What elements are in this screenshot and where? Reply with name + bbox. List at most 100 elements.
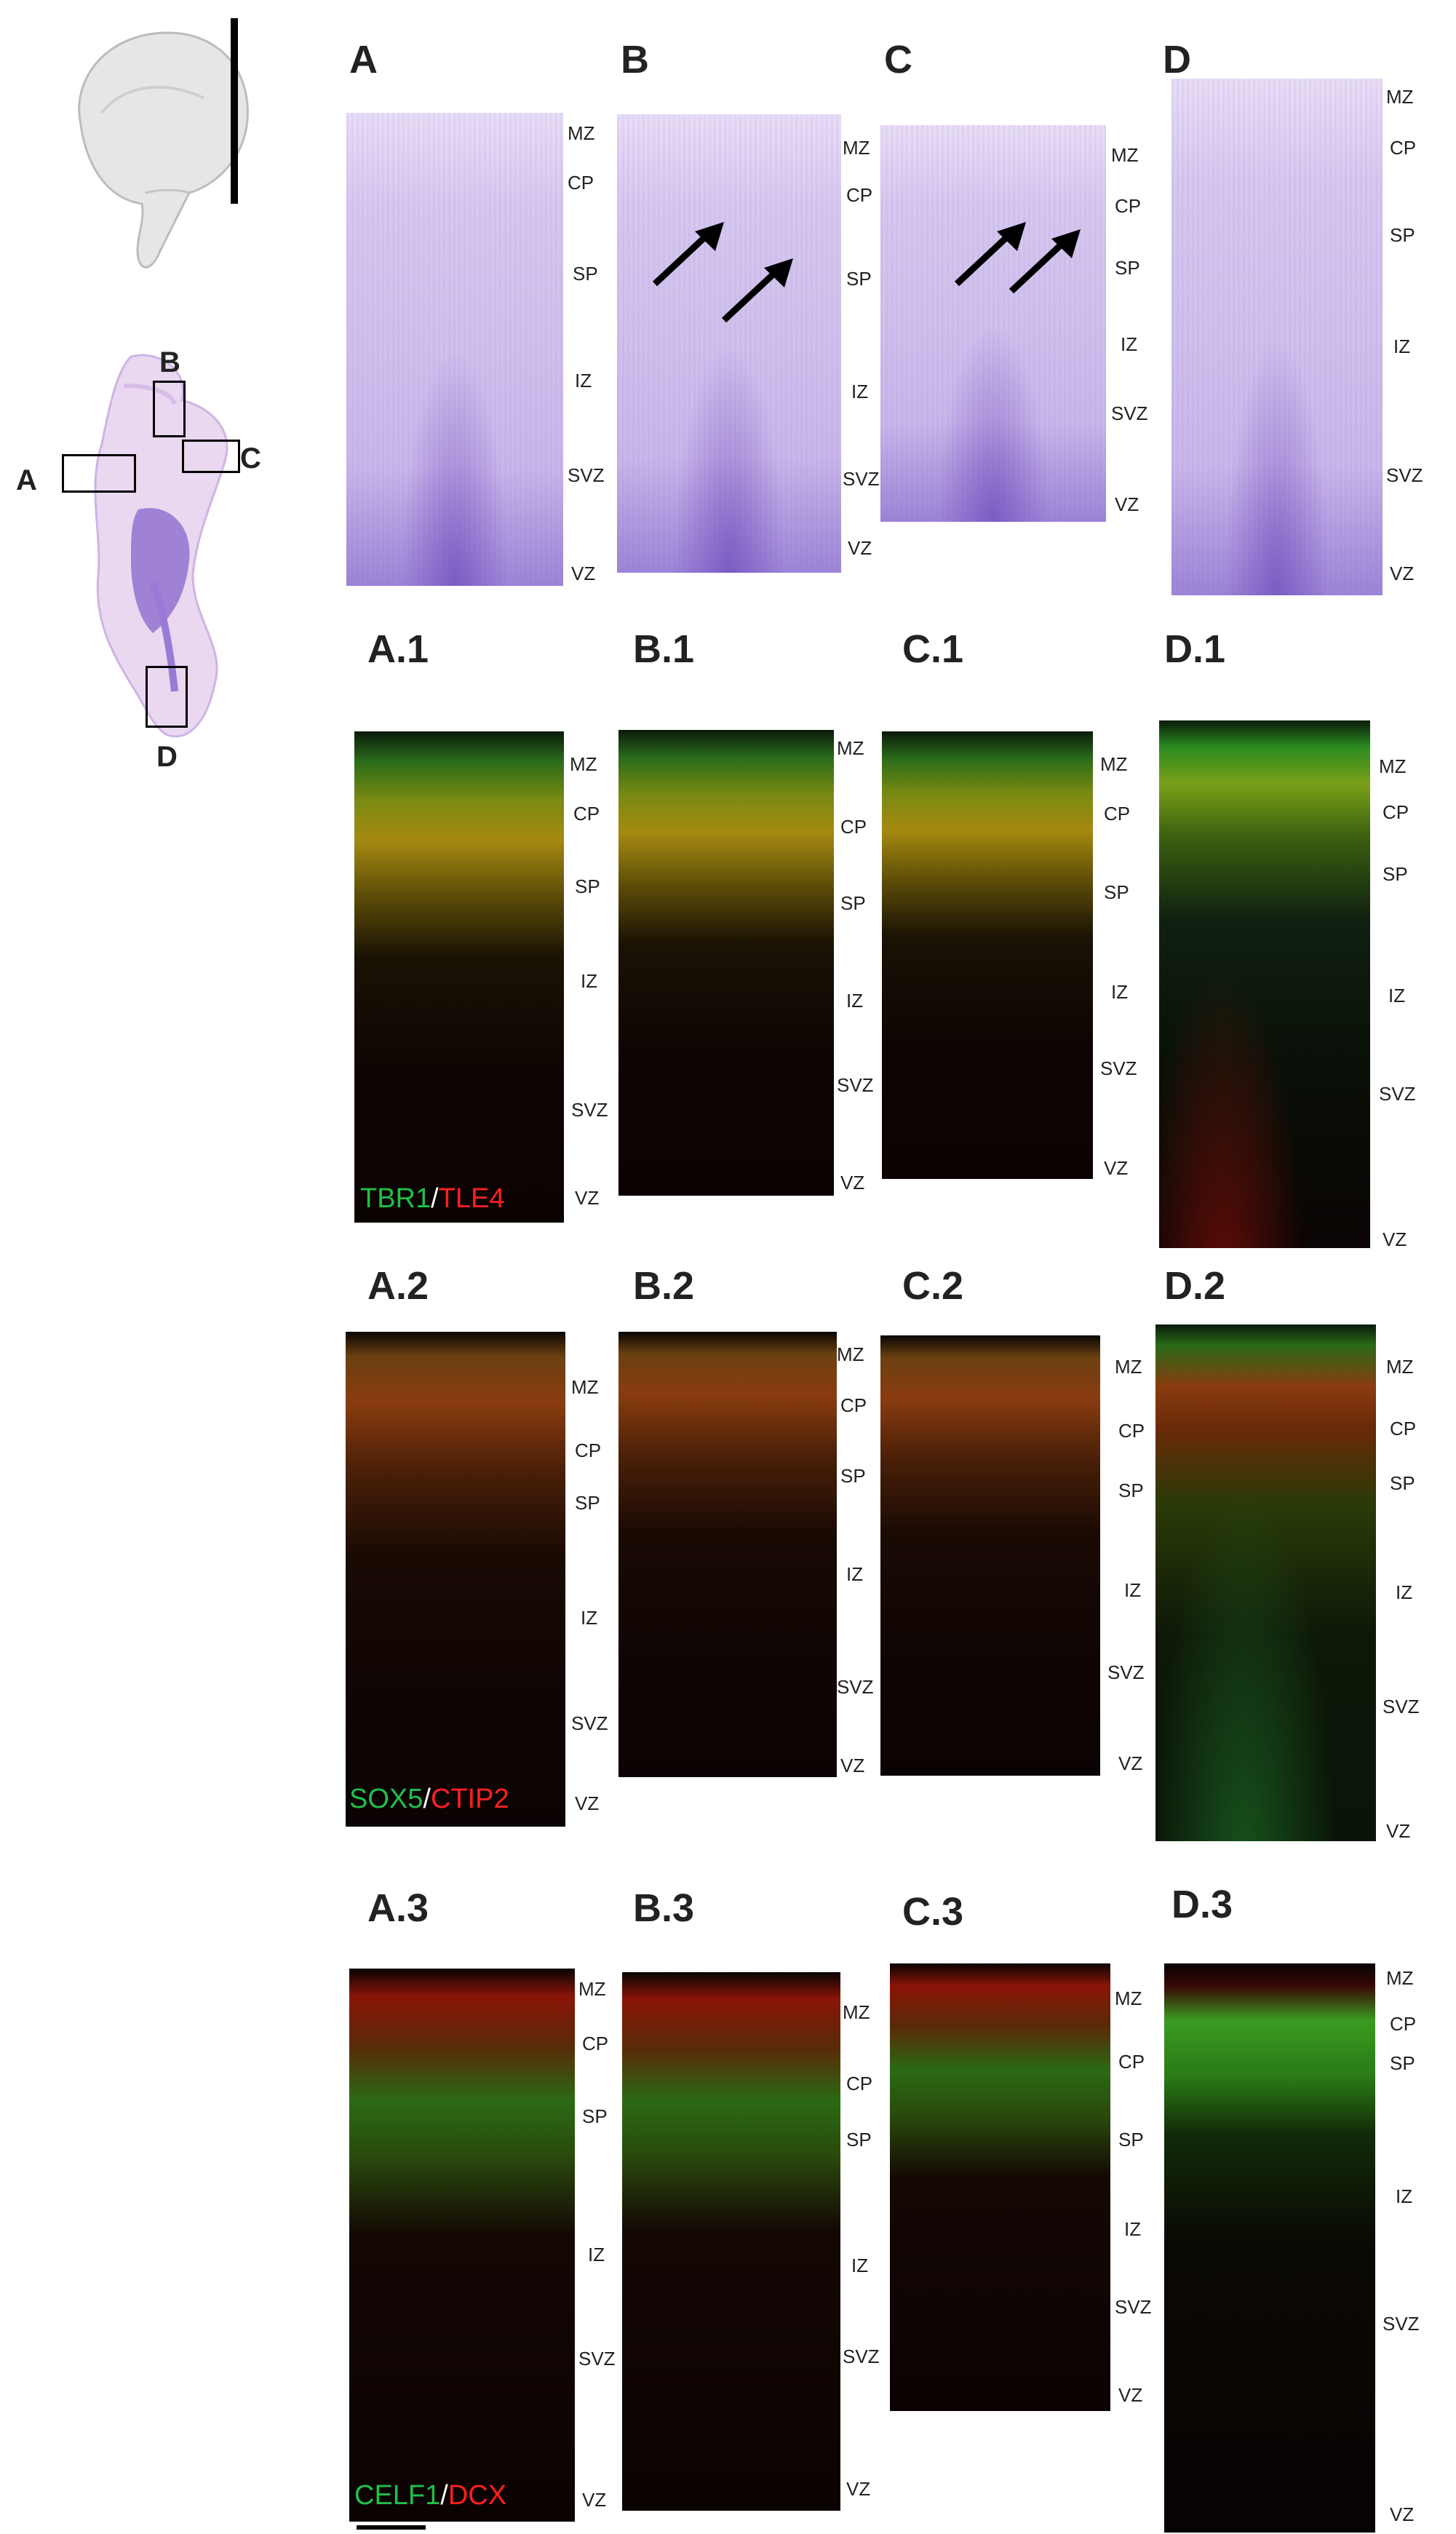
panel-label-a: A [349,38,378,82]
zone-label-cp: CP [568,172,594,194]
zone-label-mz: MZ [1115,1987,1142,2009]
zone-label-vz: VZ [1118,2384,1143,2406]
zone-label-mz: MZ [837,737,864,759]
zone-label-svz: SVZ [578,2348,616,2370]
zone-label-svz: SVZ [571,1099,608,1121]
panel-label-c: C [884,38,912,82]
zone-label-iz: IZ [581,1607,598,1629]
zone-label-iz: IZ [1396,2185,1413,2207]
zone-label-sp: SP [1383,863,1408,885]
zone-label-cp: CP [573,803,600,825]
panel-label-b2: B.2 [633,1264,695,1308]
zone-label-sp: SP [846,2129,872,2150]
zone-label-cp: CP [582,2033,609,2054]
zone-label-mz: MZ [843,2001,870,2023]
zone-label-vz: VZ [1383,1228,1407,1250]
zone-label-sp: SP [840,892,866,914]
zone-label-mz: MZ [571,1376,599,1398]
fluorescence-image-c3 [890,1963,1110,2411]
zone-label-mz: MZ [1100,753,1128,775]
marker-separator: / [431,1183,439,1214]
fluorescence-image-d1 [1159,720,1370,1248]
zone-label-vz: VZ [1386,1820,1411,1842]
zone-label-vz: VZ [840,1172,865,1193]
zone-label-sp: SP [575,1492,600,1514]
zone-label-mz: MZ [1386,1356,1414,1378]
zone-label-vz: VZ [840,1755,865,1776]
nissl-image-a [346,113,563,586]
roi-box-d [146,666,188,728]
zone-label-vz: VZ [1390,563,1415,584]
zone-label-iz: IZ [851,381,869,402]
roi-label-c: C [240,442,261,474]
fluorescence-image-b3 [622,1972,840,2511]
zone-label-sp: SP [1115,257,1140,279]
zone-label-mz: MZ [1111,144,1139,166]
zone-label-cp: CP [1390,1418,1417,1439]
zone-label-sp: SP [1118,1480,1144,1501]
panel-label-b: B [621,38,649,82]
zone-label-iz: IZ [581,970,598,992]
nissl-image-b [617,114,841,573]
zone-label-vz: VZ [582,2489,607,2511]
zone-label-svz: SVZ [1115,2296,1152,2318]
marker-green: CELF1 [354,2480,441,2511]
marker-green: SOX5 [349,1784,423,1814]
fluorescence-image-c1 [882,731,1093,1179]
zone-label-mz: MZ [837,1343,864,1365]
fluorescence-image-a2 [346,1332,565,1827]
zone-label-mz: MZ [568,122,595,144]
zone-label-vz: VZ [1390,2503,1415,2525]
zone-label-sp: SP [1390,2052,1415,2074]
zone-label-sp: SP [582,2105,608,2127]
panel-label-c1: C.1 [902,627,964,671]
zone-label-mz: MZ [843,137,870,159]
zone-label-cp: CP [1115,195,1142,217]
zone-label-mz: MZ [1386,86,1414,108]
zone-label-cp: CP [1390,2013,1417,2035]
zone-label-vz: VZ [571,563,596,584]
brain-3d-model [78,18,249,269]
marker-label-row1: TBR1/TLE4 [360,1185,505,1212]
zone-label-svz: SVZ [571,1712,608,1734]
marker-label-row2: SOX5/CTIP2 [349,1785,509,1813]
marker-red: DCX [447,2480,507,2511]
fluorescence-image-d2 [1155,1324,1376,1841]
zone-label-cp: CP [846,184,873,206]
zone-label-sp: SP [840,1465,866,1487]
zone-label-iz: IZ [1121,333,1138,355]
zone-label-vz: VZ [848,537,872,559]
zone-label-svz: SVZ [1386,464,1423,486]
panel-label-d3: D.3 [1171,1883,1233,1926]
zone-label-cp: CP [846,2073,873,2094]
zone-label-svz: SVZ [1100,1057,1137,1079]
zone-label-sp: SP [1390,224,1415,246]
zone-label-vz: VZ [1104,1157,1129,1179]
panel-label-a1: A.1 [367,627,429,671]
zone-label-cp: CP [840,1394,867,1416]
panel-label-b1: B.1 [633,627,695,671]
fluorescence-image-a1 [354,731,564,1223]
roi-box-a [62,454,136,493]
marker-green: TBR1 [360,1183,431,1214]
zone-label-mz: MZ [1115,1356,1142,1378]
zone-label-svz: SVZ [1111,402,1148,424]
scale-bar [357,2525,426,2530]
zone-label-iz: IZ [575,370,592,392]
arrow-icon [721,258,793,323]
zone-label-vz: VZ [1115,493,1139,515]
zone-label-svz: SVZ [1383,1696,1420,1717]
zone-label-iz: IZ [1111,981,1129,1003]
zone-label-iz: IZ [1393,335,1411,357]
panel-label-d2: D.2 [1164,1264,1226,1308]
zone-label-iz: IZ [588,2244,605,2265]
marker-red: TLE4 [438,1183,505,1214]
panel-label-c2: C.2 [902,1264,964,1308]
zone-label-vz: VZ [575,1792,600,1814]
marker-separator: / [423,1784,431,1814]
zone-label-svz: SVZ [1107,1661,1145,1683]
zone-label-sp: SP [573,263,598,285]
roi-box-c [182,440,240,473]
zone-label-mz: MZ [1386,1967,1414,1989]
marker-separator: / [440,2480,448,2511]
